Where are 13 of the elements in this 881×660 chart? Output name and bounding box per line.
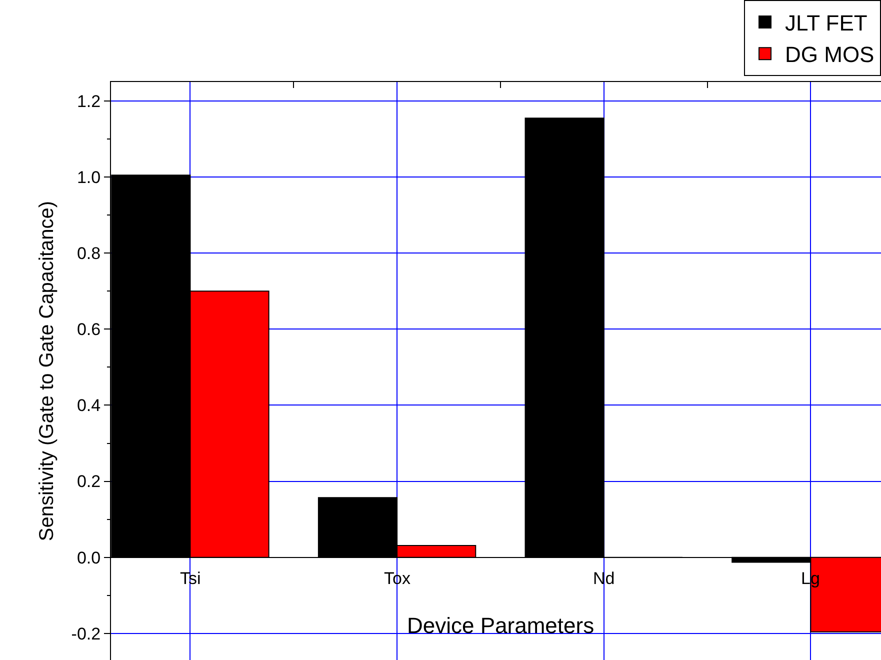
y-tick-label: 0.2 xyxy=(76,472,101,492)
y-axis-title: Sensitivity (Gate to Gate Capacitance) xyxy=(36,200,58,542)
legend-label: DG MOS xyxy=(785,42,874,68)
y-tick-label: 0.8 xyxy=(76,244,101,264)
y-tick-label: 0.4 xyxy=(76,396,101,416)
x-tick-label: Lg xyxy=(801,569,820,588)
legend-label: JLT FET xyxy=(785,10,868,36)
y-tick-label: 0.0 xyxy=(76,548,101,568)
y-tick-label: 0.6 xyxy=(76,320,101,340)
x-axis-title: Device Parameters xyxy=(407,613,594,638)
y-tick-label: 1.2 xyxy=(76,92,101,111)
y-tick-label: 1.0 xyxy=(76,168,101,188)
y-tick-label: -0.2 xyxy=(71,624,101,644)
